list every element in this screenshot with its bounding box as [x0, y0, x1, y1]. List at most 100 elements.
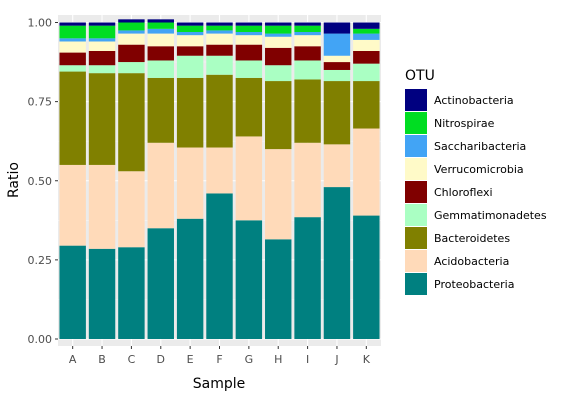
bar-segment-F-gemmatimonadetes — [206, 55, 233, 75]
bar-segment-G-bacteroidetes — [235, 77, 263, 137]
bar-stack-K — [353, 22, 380, 339]
bar-segment-E-actinobacteria — [176, 22, 204, 26]
bar-segment-H-gemmatimonadetes — [265, 65, 292, 82]
bar-segment-J-chloroflexi — [323, 62, 351, 70]
x-tick-label: D — [157, 353, 165, 366]
bar-segment-H-proteobacteria — [265, 239, 292, 339]
bar-segment-F-actinobacteria — [206, 22, 233, 26]
y-axis: 0.00 0.25 0.50 0.75 1.00 — [28, 17, 58, 346]
legend-label: Verrucomicrobia — [434, 163, 524, 176]
legend-items: Actinobacteria Nitrospirae Saccharibacteri… — [405, 89, 547, 295]
bar-segment-C-saccharibacteria — [118, 30, 145, 34]
x-tick-label: K — [363, 353, 371, 366]
bar-segment-K-proteobacteria — [353, 215, 380, 339]
bar-stack-H — [265, 22, 292, 339]
y-tick-label: 0.50 — [28, 175, 53, 188]
bar-segment-C-proteobacteria — [118, 247, 145, 339]
bar-segment-D-verrucomicrobia — [147, 33, 174, 47]
bar-segment-K-verrucomicrobia — [353, 39, 380, 51]
bar-segment-A-gemmatimonadetes — [59, 65, 86, 72]
bar-segment-J-gemmatimonadetes — [323, 69, 351, 82]
bar-segment-E-chloroflexi — [176, 46, 204, 56]
bar-segment-D-gemmatimonadetes — [147, 60, 174, 78]
bar-segment-H-chloroflexi — [265, 47, 292, 66]
bar-segment-K-saccharibacteria — [353, 33, 380, 40]
bar-segment-C-chloroflexi — [118, 44, 145, 63]
bar-segment-E-bacteroidetes — [176, 77, 204, 148]
bar-segment-K-nitrospirae — [353, 28, 380, 34]
bar-segment-A-verrucomicrobia — [59, 41, 86, 53]
y-tick-label: 0.75 — [28, 96, 53, 109]
bar-segment-I-actinobacteria — [294, 22, 321, 26]
bar-segment-E-acidobacteria — [176, 147, 204, 219]
bar-segment-I-bacteroidetes — [294, 79, 321, 143]
x-tick-label: H — [274, 353, 282, 366]
y-tick-label: 0.25 — [28, 254, 53, 267]
bar-segment-C-gemmatimonadetes — [118, 62, 145, 74]
x-axis: A B C D E F G H I J K — [69, 346, 371, 366]
bar-segment-J-acidobacteria — [323, 144, 351, 188]
bar-segment-K-gemmatimonadetes — [353, 63, 380, 82]
legend-swatch — [405, 273, 427, 295]
x-tick-label: G — [245, 353, 254, 366]
legend-swatch — [405, 204, 427, 226]
bar-segment-B-saccharibacteria — [88, 38, 116, 42]
bar-segment-G-chloroflexi — [235, 44, 263, 61]
bar-stack-B — [88, 22, 116, 339]
bar-segment-G-acidobacteria — [235, 136, 263, 221]
bar-segment-B-gemmatimonadetes — [88, 65, 116, 74]
x-tick-label: J — [334, 353, 338, 366]
legend-label: Actinobacteria — [434, 94, 514, 107]
bar-segment-E-gemmatimonadetes — [176, 55, 204, 78]
bar-segment-K-bacteroidetes — [353, 81, 380, 129]
legend: OTU Actinobacteria Nitrospirae Saccharibac… — [405, 68, 547, 295]
bar-segment-A-nitrospirae — [59, 25, 86, 39]
bar-segment-K-actinobacteria — [353, 22, 380, 29]
legend-swatch — [405, 89, 427, 111]
bar-segment-J-bacteroidetes — [323, 81, 351, 145]
bar-segment-G-nitrospirae — [235, 25, 263, 32]
bar-segment-I-acidobacteria — [294, 142, 321, 218]
bar-segment-B-verrucomicrobia — [88, 41, 116, 51]
bar-segment-D-saccharibacteria — [147, 28, 174, 34]
legend-label: Gemmatimonadetes — [434, 209, 547, 222]
bar-stack-G — [235, 22, 263, 339]
bar-segment-G-saccharibacteria — [235, 31, 263, 36]
legend-label: Acidobacteria — [434, 255, 509, 268]
legend-label: Proteobacteria — [434, 278, 514, 291]
y-tick-label: 1.00 — [28, 17, 53, 30]
bar-segment-C-actinobacteria — [118, 19, 145, 23]
legend-label: Saccharibacteria — [434, 140, 526, 153]
bar-segment-A-actinobacteria — [59, 22, 86, 26]
legend-swatch — [405, 227, 427, 249]
bar-segment-H-nitrospirae — [265, 25, 292, 34]
bar-segment-I-proteobacteria — [294, 217, 321, 339]
x-axis-title: Sample — [193, 376, 246, 392]
bar-stack-E — [176, 22, 204, 339]
legend-swatch — [405, 112, 427, 134]
x-tick-label: C — [128, 353, 136, 366]
bar-segment-A-bacteroidetes — [59, 71, 86, 165]
bar-segment-K-acidobacteria — [353, 128, 380, 216]
bar-segment-F-chloroflexi — [206, 44, 233, 56]
bar-segment-H-bacteroidetes — [265, 81, 292, 150]
bar-segment-G-actinobacteria — [235, 22, 263, 26]
y-tick-label: 0.00 — [28, 333, 53, 346]
legend-swatch — [405, 181, 427, 203]
bar-segment-D-chloroflexi — [147, 46, 174, 61]
bar-segment-J-proteobacteria — [323, 187, 351, 339]
legend-label: Chloroflexi — [434, 186, 493, 199]
legend-swatch — [405, 135, 427, 157]
bar-segment-F-acidobacteria — [206, 147, 233, 194]
legend-item-proteobacteria: Proteobacteria — [405, 273, 514, 295]
bar-stack-A — [59, 22, 86, 339]
bar-segment-C-nitrospirae — [118, 22, 145, 31]
legend-label: Nitrospirae — [434, 117, 495, 130]
bar-segment-B-actinobacteria — [88, 22, 116, 26]
bar-segment-C-bacteroidetes — [118, 73, 145, 172]
legend-title: OTU — [405, 68, 435, 84]
legend-swatch — [405, 250, 427, 272]
bar-segment-H-verrucomicrobia — [265, 36, 292, 48]
